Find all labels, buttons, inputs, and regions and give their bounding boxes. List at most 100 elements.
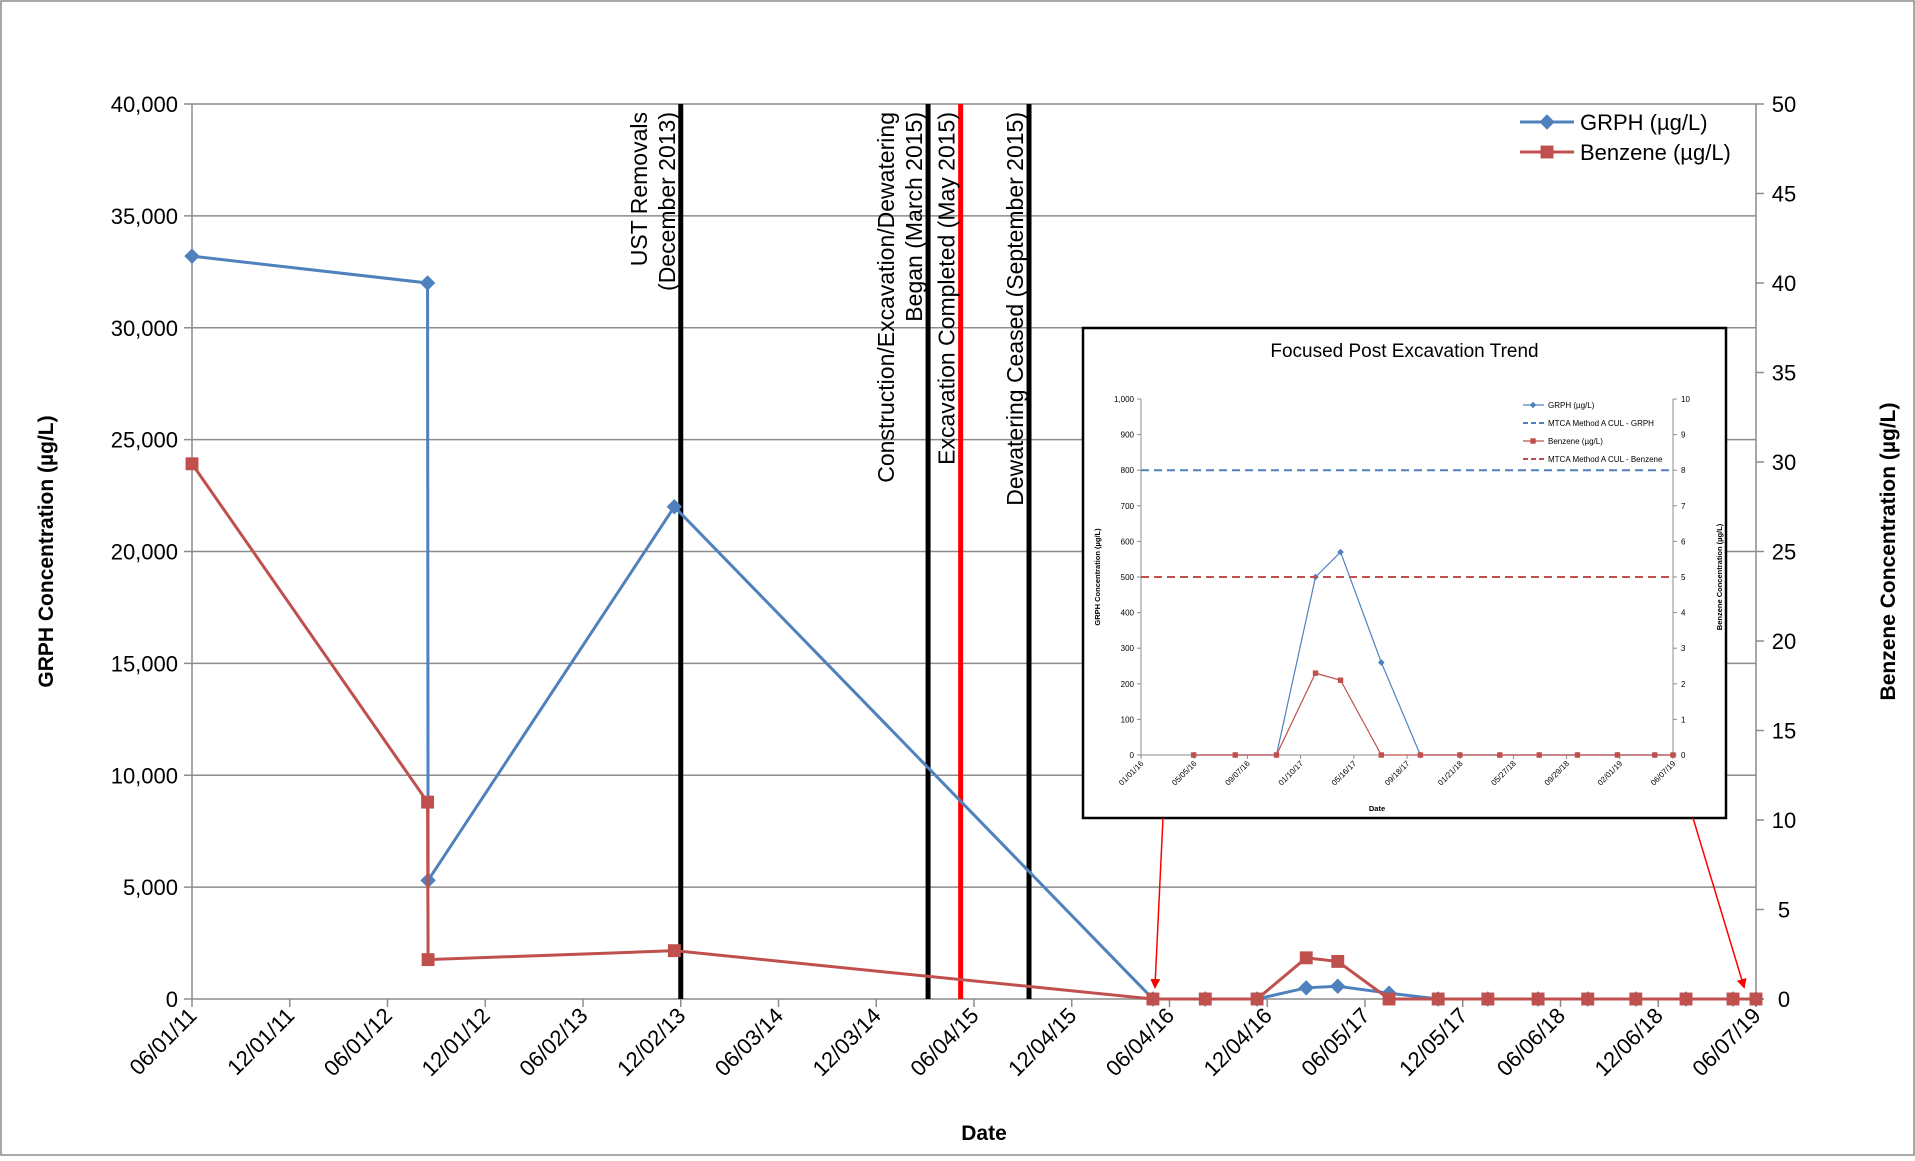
data-point: [1531, 992, 1545, 1006]
inset-y2-tick-label: 1: [1681, 715, 1686, 724]
data-point: [1481, 992, 1495, 1006]
y-tick-label: 0: [166, 987, 178, 1012]
inset-y-tick-label: 800: [1121, 466, 1135, 475]
inset-y-tick-label: 0: [1130, 751, 1135, 760]
data-point: [1330, 978, 1346, 994]
inset-y2-tick-label: 7: [1681, 502, 1686, 511]
inset-data-point: [1337, 677, 1344, 683]
y-tick-label: 10,000: [111, 763, 178, 788]
inset-title: Focused Post Excavation Trend: [1270, 341, 1538, 362]
data-point: [184, 248, 200, 264]
inset-y-tick-label: 900: [1121, 431, 1135, 440]
inset-y-tick-label: 400: [1121, 609, 1135, 618]
data-point: [1679, 992, 1693, 1006]
inset-data-point: [1670, 752, 1676, 758]
data-point: [1726, 992, 1740, 1006]
data-point: [419, 275, 436, 291]
y2-tick-label: 25: [1772, 540, 1796, 565]
inset-y2-tick-label: 8: [1681, 466, 1686, 475]
data-point: [1749, 992, 1763, 1006]
data-point: [1382, 992, 1396, 1006]
event-label: UST Removals: [626, 112, 652, 266]
data-point: [1250, 992, 1264, 1006]
legend-marker: [1539, 114, 1555, 130]
inset-data-point: [1273, 752, 1280, 758]
event-label: Excavation Completed (May 2015): [934, 112, 960, 465]
data-point: [1331, 954, 1345, 968]
inset-data-point: [1614, 752, 1621, 758]
data-point: [421, 795, 435, 809]
inset-y2-tick-label: 9: [1681, 431, 1686, 440]
data-point: [185, 457, 199, 471]
inset-legend-label: MTCA Method A CUL - GRPH: [1548, 419, 1654, 428]
inset-legend-marker: [1529, 401, 1537, 409]
inset-y-axis-title: GRPH Concentration (µg/L): [1093, 528, 1102, 626]
inset-legend-label: MTCA Method A CUL - Benzene: [1548, 455, 1663, 464]
inset-y2-axis-title: Benzene Concentration (µg/L): [1715, 523, 1724, 630]
inset-y-tick-label: 300: [1121, 644, 1135, 653]
y-tick-label: 40,000: [111, 92, 178, 117]
data-point: [421, 953, 435, 967]
inset-legend-marker: [1530, 438, 1536, 444]
inset-data-point: [1378, 752, 1385, 758]
inset-legend: GRPH (µg/L) MTCA Method A CUL - GRPH Benze…: [1523, 401, 1663, 464]
y2-tick-label: 15: [1772, 719, 1796, 744]
inset-y-tick-label: 200: [1121, 680, 1135, 689]
y2-tick-label: 5: [1778, 898, 1790, 923]
x-axis-title: Date: [961, 1122, 1007, 1145]
inset-y2-tick-label: 4: [1681, 609, 1686, 618]
data-point: [1431, 992, 1445, 1006]
event-label: Began (March 2015): [901, 112, 927, 322]
data-point: [667, 944, 681, 958]
inset-y2-tick-label: 5: [1681, 573, 1686, 582]
y2-tick-label: 45: [1772, 182, 1796, 207]
y2-tick-label: 20: [1772, 629, 1796, 654]
event-label: (December 2013): [654, 112, 680, 291]
callout-arrow: [1692, 817, 1747, 989]
inset-series-line: [1193, 672, 1673, 756]
y2-tick-label: 10: [1772, 808, 1796, 833]
inset-y-tick-label: 700: [1121, 502, 1135, 511]
inset-data-point: [1232, 752, 1238, 758]
y-tick-label: 20,000: [111, 540, 178, 565]
data-point: [1198, 992, 1212, 1006]
inset-x-axis-title: Date: [1369, 804, 1385, 813]
y-tick-label: 15,000: [111, 651, 178, 676]
legend-label: GRPH (µg/L): [1580, 110, 1708, 135]
inset-y-tick-label: 600: [1121, 537, 1135, 546]
inset-y-tick-label: 1,000: [1114, 395, 1135, 404]
inset-data-point: [1190, 752, 1197, 758]
y-tick-label: 35,000: [111, 204, 178, 229]
event-label: Dewatering Ceased (September 2015): [1002, 112, 1028, 506]
data-point: [1629, 992, 1643, 1006]
inset-y2-tick-label: 3: [1681, 644, 1686, 653]
data-point: [666, 499, 683, 515]
series-line: [190, 462, 1756, 1001]
y-tick-label: 5,000: [123, 875, 178, 900]
data-point: [1299, 951, 1313, 965]
inset-data-point: [1417, 752, 1424, 758]
data-point: [1146, 992, 1160, 1006]
y2-tick-label: 30: [1772, 450, 1796, 475]
y-tick-label: 30,000: [111, 316, 178, 341]
legend-marker: [1540, 145, 1554, 159]
inset-data-point: [1457, 752, 1463, 758]
y2-tick-label: 50: [1772, 92, 1796, 117]
y-tick-label: 25,000: [111, 428, 178, 453]
inset-data-point: [1574, 752, 1581, 758]
inset-y2-tick-label: 0: [1681, 751, 1686, 760]
inset-data-point: [1312, 670, 1319, 676]
inset-legend-label: Benzene (µg/L): [1548, 437, 1603, 446]
callout-arrow: [1150, 817, 1164, 989]
inset-data-point: [1536, 752, 1542, 758]
inset-data-point: [1337, 548, 1344, 556]
event-label: Construction/Excavation/Dewatering: [873, 112, 899, 483]
legend: GRPH (µg/L) Benzene (µg/L): [1520, 110, 1731, 165]
inset-frame: [1081, 326, 1728, 820]
inset-y-tick-label: 100: [1121, 715, 1135, 724]
y2-tick-label: 35: [1772, 361, 1796, 386]
inset-legend-label: GRPH (µg/L): [1548, 401, 1595, 410]
inset-y-tick-label: 500: [1121, 573, 1135, 582]
